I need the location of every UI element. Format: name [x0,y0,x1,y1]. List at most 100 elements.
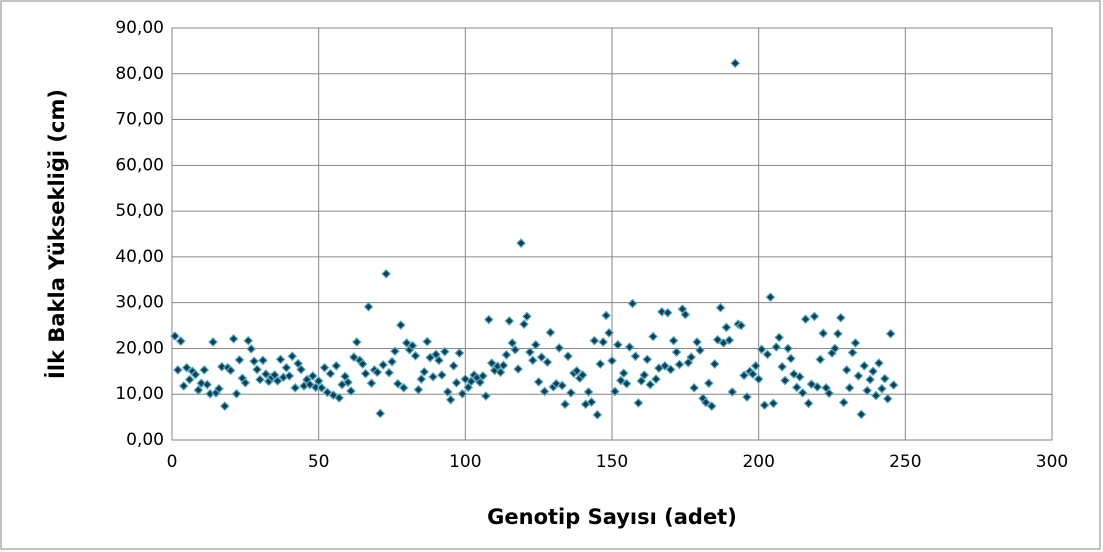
scatter-point [560,399,570,410]
scatter-point [486,358,497,368]
scatter-point [319,362,330,373]
scatter-point [349,352,359,362]
scatter-point [375,408,386,419]
scatter-point [481,391,491,401]
scatter-point [586,397,597,407]
scatter-point [219,401,230,411]
scatter-point [410,350,421,361]
scatter-point [759,400,770,411]
scatter-point [428,371,438,382]
scatter-point [202,379,213,390]
scatter-point [595,359,606,369]
scatter-point [809,311,820,322]
scatter-point [613,339,623,350]
scatter-point [234,355,245,365]
scatter-point [243,335,254,346]
scatter-point [170,331,180,341]
scatter-point [448,360,459,371]
scatter-point [888,380,899,390]
scatter-point [618,368,629,379]
scatter-point [510,344,521,355]
y-tick-label: 10,00 [115,384,164,404]
scatter-point [181,362,192,373]
scatter-point [841,365,852,375]
scatter-point [175,336,186,346]
scatter-point [439,346,450,357]
scatter-point [583,387,594,397]
x-tick-label: 150 [596,452,628,472]
scatter-point [199,365,210,375]
scatter-point [774,332,785,343]
scatter-point [554,343,565,353]
y-axis-title: İlk Bakla Yüksekliği (cm) [44,89,69,379]
scatter-point [877,383,887,394]
scatter-point [293,358,303,369]
y-tick-label: 20,00 [115,338,164,358]
scatter-point [551,378,562,389]
scatter-point [217,361,227,372]
scatter-point [542,357,553,368]
scatter-point [173,365,183,375]
scatter-point [882,393,893,404]
scatter-point [284,371,295,381]
scatter-point [806,379,817,389]
scatter-point [305,379,315,390]
scatter-point [786,353,796,364]
scatter-point [665,364,676,375]
scatter-point [504,316,515,326]
scatter-point [258,355,268,366]
scatter-point [630,351,641,362]
scatter-point [756,344,767,355]
scatter-point [398,382,409,393]
scatter-point [252,364,262,375]
x-tick-label: 250 [889,452,921,472]
scatter-point [753,374,764,384]
scatter-point [871,390,881,401]
scatter-point [835,312,846,323]
scatter-point [360,368,371,379]
scatter-point [507,338,518,348]
scatter-point [624,342,635,352]
scatter-point [246,344,257,354]
scatter-point [366,378,377,389]
scatter-point [225,365,236,376]
scatter-point [290,382,301,393]
scatter-point [457,388,468,399]
scatter-point [680,309,691,320]
scatter-point [519,319,529,330]
scatter-point [401,338,412,348]
scatter-point [557,380,567,391]
scatter-point [862,385,873,396]
scatter-point [765,292,776,303]
scatter-point [639,370,650,380]
scatter-point [261,369,271,379]
scatter-point [513,364,523,374]
scatter-point [657,306,667,317]
scatter-point [780,375,790,386]
scatter-point [495,367,506,378]
scatter-point [416,374,427,384]
scatter-point [607,355,617,366]
scatter-point [178,381,189,391]
scatter-point [674,359,685,370]
scatter-point [331,360,342,371]
scatter-point [287,351,298,362]
scatter-point [879,373,890,384]
scatter-point [712,334,723,345]
scatter-point [208,337,218,347]
scatter-point [437,370,447,380]
scatter-point [621,378,632,389]
scatter-point [724,335,735,346]
scatter-point [316,382,327,393]
scatter-point [231,388,242,399]
scatter-point [325,368,336,379]
scatter-point [563,351,573,362]
scatter-point [818,328,829,339]
scatter-point [874,358,884,368]
y-tick-label: 90,00 [115,18,164,38]
scatter-point [642,354,653,365]
scatter-point [794,371,805,382]
scatter-point [501,350,512,360]
